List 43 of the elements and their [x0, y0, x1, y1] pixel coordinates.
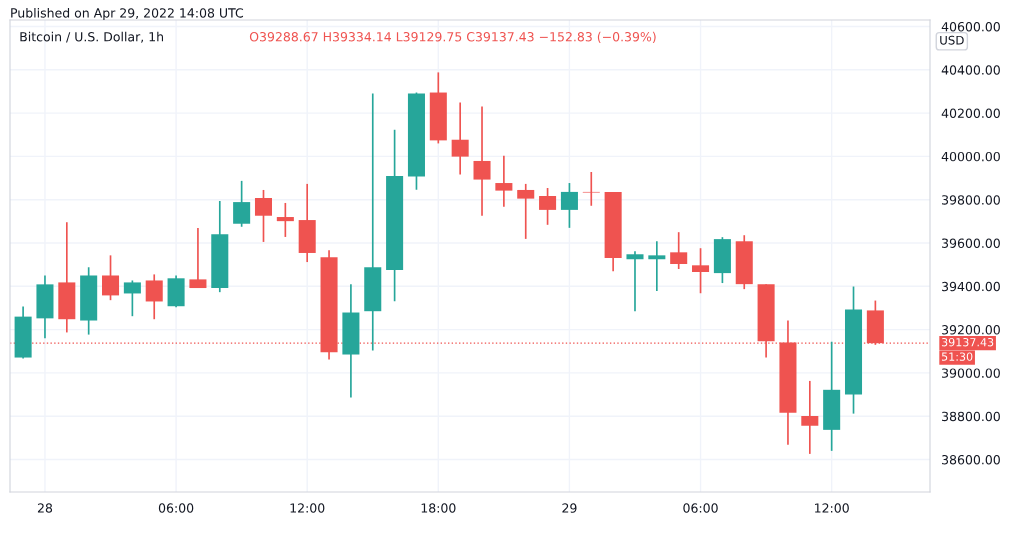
candlestick [801, 380, 819, 455]
candlestick [473, 105, 491, 217]
text: Bitcoin / U.S. Dollar, 1h [20, 31, 164, 43]
candlestick [451, 101, 469, 176]
x-tick-label: 29 [562, 503, 577, 513]
candlestick [233, 180, 251, 228]
y-tick-label: 40600.00 [941, 21, 1000, 32]
candlestick [582, 171, 600, 207]
x-tick-label: 06:00 [683, 503, 718, 513]
candlestick [560, 182, 578, 229]
candlestick [495, 154, 513, 208]
candlestick [692, 247, 710, 295]
y-axis-title: USD [940, 35, 964, 45]
y-tick-label: 39400.00 [942, 281, 1000, 292]
candlestick [626, 250, 644, 313]
candlestick [123, 279, 141, 318]
x-tick-label: 12:00 [815, 503, 849, 513]
text: 51:30 [941, 352, 973, 361]
candlestick [102, 254, 120, 302]
y-tick-label: 39000.00 [942, 368, 1000, 378]
candlestick [648, 240, 666, 292]
x-tick-label: 28 [37, 503, 53, 513]
annotation: Published on Apr 29, 2022 14:08 UTC [11, 7, 244, 21]
y-tick-label: 40400.00 [941, 65, 1000, 75]
candlestick [517, 183, 535, 240]
candlestick [189, 227, 207, 289]
y-tick-label: 39200.00 [942, 325, 1000, 335]
y-tick-label: 40000.00 [941, 151, 1000, 162]
candlestick [670, 231, 688, 270]
ref-line-label: 39137.43 [941, 337, 994, 347]
y-tick-label: 38800.00 [942, 411, 1000, 422]
y-tick-label: 38600.00 [942, 454, 1000, 465]
x-tick-label: 06:00 [158, 503, 194, 513]
x-tick-label: 18:00 [421, 503, 456, 513]
text: O39288.67 H39334.14 L39129.75 C39137.43 −152.83 (−0.39%) [249, 31, 656, 43]
candlestick [145, 273, 163, 321]
x-tick-label: 12:00 [290, 503, 325, 513]
candlestick [276, 202, 294, 238]
y-tick-label: 40200.00 [941, 108, 1000, 119]
y-tick-label: 39800.00 [942, 195, 1000, 205]
candlestick [539, 187, 557, 226]
y-tick-label: 39600.00 [942, 238, 1000, 248]
candlestick [254, 189, 273, 243]
